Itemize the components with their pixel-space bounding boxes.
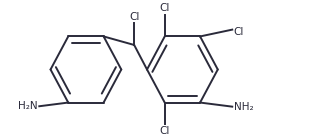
Text: Cl: Cl xyxy=(129,12,139,22)
Text: Cl: Cl xyxy=(160,3,170,13)
Text: Cl: Cl xyxy=(160,126,170,136)
Text: NH₂: NH₂ xyxy=(234,102,254,112)
Text: H₂N: H₂N xyxy=(18,101,38,111)
Text: Cl: Cl xyxy=(234,27,244,37)
